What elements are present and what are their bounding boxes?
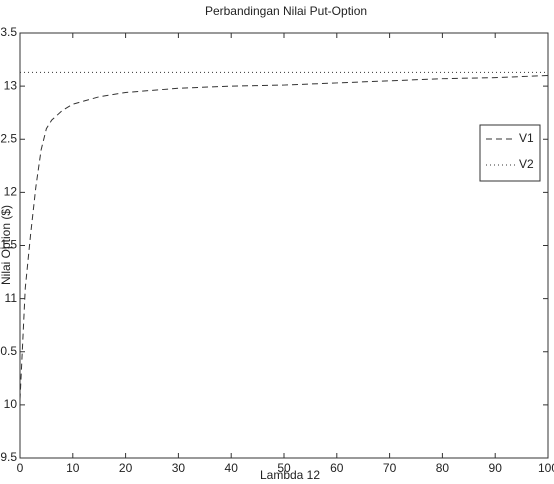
- y-tick-label: 13: [4, 78, 18, 92]
- x-tick-label: 90: [489, 461, 503, 475]
- y-tick-label: 11.5: [0, 238, 17, 252]
- x-tick-label: 20: [119, 461, 133, 475]
- y-tick-label: 12: [4, 185, 18, 199]
- page: {"chart_data": {"type": "line", "title":…: [0, 0, 554, 484]
- x-tick-label: 80: [436, 461, 450, 475]
- x-tick-label: 100: [538, 461, 554, 475]
- x-tick-label: 50: [277, 461, 291, 475]
- y-tick-label: 10.5: [0, 344, 17, 358]
- x-tick-label: 0: [17, 461, 24, 475]
- y-tick-label: 10: [4, 397, 18, 411]
- x-tick-label: 60: [330, 461, 344, 475]
- legend-label: V1: [519, 131, 534, 145]
- x-tick-label: 70: [383, 461, 397, 475]
- chart: Perbandingan Nilai Put-Option Lambda 12 …: [0, 0, 554, 484]
- y-tick-label: 13.5: [0, 25, 17, 39]
- chart-title: Perbandingan Nilai Put-Option: [205, 4, 367, 18]
- y-tick-label: 9.5: [0, 450, 17, 464]
- x-tick-label: 30: [172, 461, 186, 475]
- plot-area: [20, 33, 548, 458]
- legend-label: V2: [519, 157, 534, 171]
- series-line: [20, 76, 548, 400]
- y-tick-label: 11: [5, 291, 18, 305]
- y-tick-label: 12.5: [0, 131, 17, 145]
- x-tick-label: 10: [66, 461, 80, 475]
- x-tick-label: 40: [225, 461, 239, 475]
